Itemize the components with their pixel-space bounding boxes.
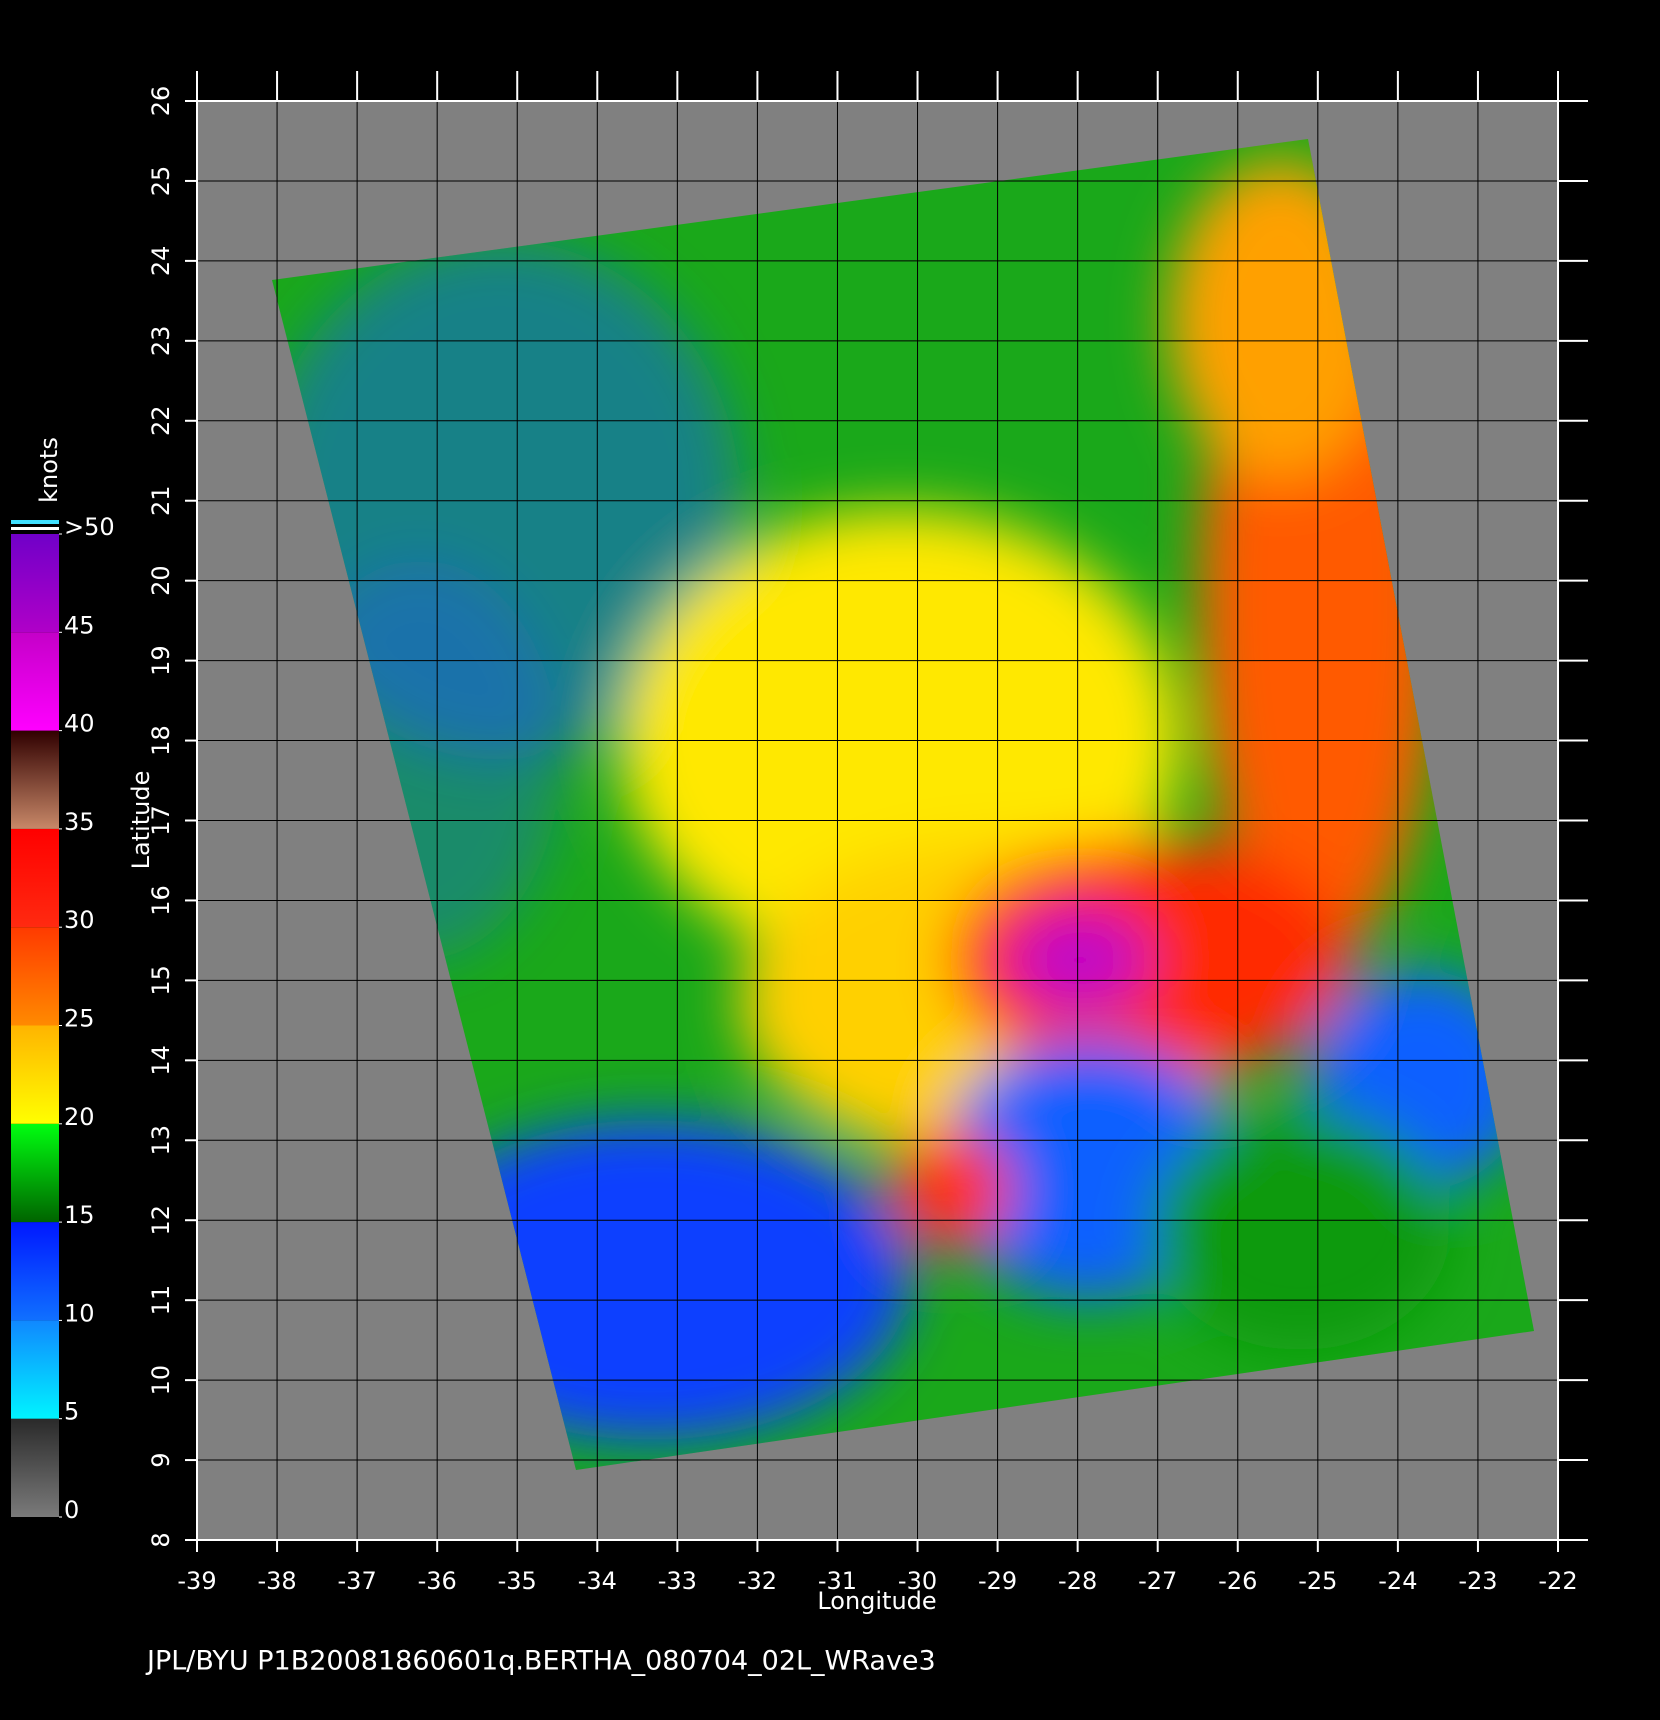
x-tick-label: -39 <box>177 1567 216 1595</box>
footer: JPL/BYU P1B20081860601q.BERTHA_080704_02… <box>145 1646 936 1677</box>
colorbar-tick-label: 45 <box>64 611 95 639</box>
wind-swath <box>272 139 1534 1470</box>
x-tick-label: -36 <box>418 1567 457 1595</box>
x-tick-label: -35 <box>498 1567 537 1595</box>
y-tick-label: 21 <box>147 485 175 516</box>
y-tick-label: 8 <box>147 1532 175 1547</box>
colorbar-segment <box>11 730 59 829</box>
y-tick-label: 11 <box>147 1285 175 1316</box>
colorbar-label: knots <box>35 437 63 503</box>
x-tick-label: -23 <box>1458 1567 1497 1595</box>
x-tick-label: -32 <box>738 1567 777 1595</box>
y-tick-label: 15 <box>147 965 175 996</box>
y-tick-label: 19 <box>147 645 175 676</box>
plot-frame <box>196 100 1559 1541</box>
colorbar-tick-label: 15 <box>64 1201 95 1229</box>
x-tick-label: -29 <box>978 1567 1017 1595</box>
y-tick-label: 18 <box>147 725 175 756</box>
colorbar-tick-label: 35 <box>64 808 95 836</box>
colorbar-segment <box>11 1123 59 1223</box>
colorbar-segment <box>11 1222 59 1321</box>
colorbar-segment <box>11 828 59 928</box>
y-tick-label: 24 <box>147 246 175 277</box>
x-tick-label: -30 <box>898 1567 937 1595</box>
y-tick-label: 13 <box>147 1125 175 1156</box>
colorbar-segment <box>11 1320 59 1419</box>
colorbar-tick-label: 30 <box>64 906 95 934</box>
y-tick-label: 10 <box>147 1365 175 1396</box>
colorbar-tick-label: 0 <box>64 1496 79 1524</box>
y-tick-label: 26 <box>147 86 175 117</box>
colorbar-tick-label: 25 <box>64 1005 95 1033</box>
y-tick-label: 17 <box>147 805 175 836</box>
colorbar-tick-label: 40 <box>64 710 95 738</box>
y-tick-label: 20 <box>147 565 175 596</box>
x-tick-label: -33 <box>658 1567 697 1595</box>
colorbar-segment <box>11 534 59 633</box>
y-tick-label: 16 <box>147 885 175 916</box>
y-tick-label: 25 <box>147 166 175 197</box>
colorbar-cap <box>11 520 59 524</box>
colorbar-segment <box>11 1025 59 1124</box>
colorbar-tick-label: >50 <box>64 513 115 541</box>
x-axis-label: Longitude <box>817 1587 936 1615</box>
y-tick-label: 23 <box>147 326 175 357</box>
x-tick-label: -26 <box>1218 1567 1257 1595</box>
x-tick-label: -24 <box>1378 1567 1417 1595</box>
colorbar-tick-label: 10 <box>64 1299 95 1327</box>
y-axis-label: Latitude <box>127 771 155 870</box>
colorbar-tick-label: 20 <box>64 1103 95 1131</box>
y-tick-label: 14 <box>147 1045 175 1076</box>
axes: -39 -38 -37 -36 -35 -34 -33 -32 -31 -30 -29 -28 -27 -… <box>11 71 1588 1595</box>
x-tick-label: -25 <box>1298 1567 1337 1595</box>
x-tick-label: -27 <box>1138 1567 1177 1595</box>
colorbar-segment <box>11 632 59 731</box>
y-tick-label: 22 <box>147 406 175 437</box>
colorbar-segment <box>11 1418 59 1517</box>
colorbar-cap <box>11 527 59 530</box>
x-tick-label: -38 <box>257 1567 296 1595</box>
y-tick-label: 9 <box>147 1452 175 1467</box>
x-tick-label: -34 <box>578 1567 617 1595</box>
x-tick-label: -37 <box>338 1567 377 1595</box>
x-tick-label: -22 <box>1538 1567 1577 1595</box>
y-tick-label: 12 <box>147 1205 175 1236</box>
colorbar-tick-label: 5 <box>64 1398 79 1426</box>
colorbar-segment <box>11 927 59 1026</box>
x-tick-label: -31 <box>818 1567 857 1595</box>
x-tick-label: -28 <box>1058 1567 1097 1595</box>
